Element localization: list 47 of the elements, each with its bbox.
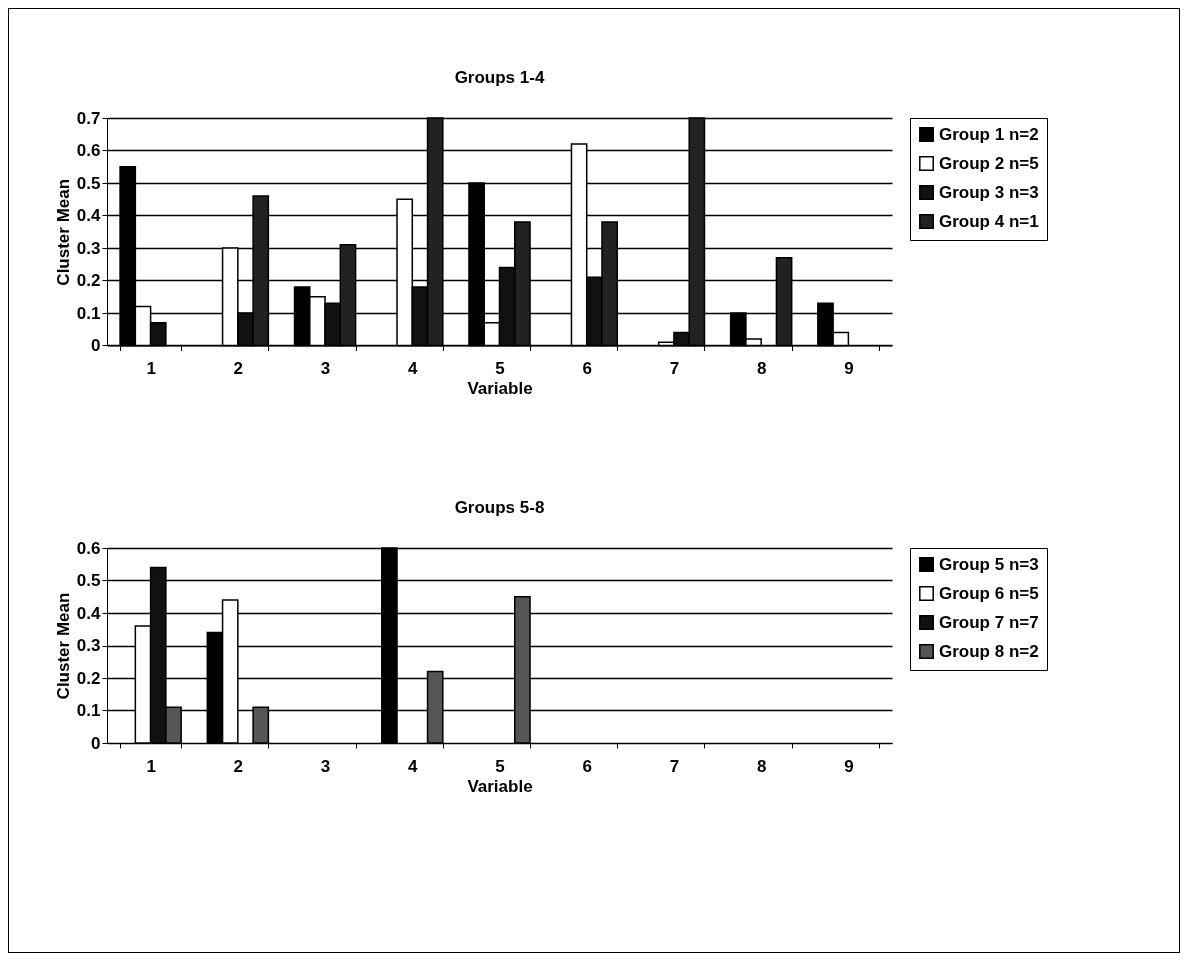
legend-label: Group 3 n=3 — [939, 182, 1039, 202]
y-tick-label: 0.4 — [76, 603, 102, 623]
y-axis-title: Cluster Mean — [53, 178, 73, 286]
y-tick-label: 0.7 — [76, 108, 101, 128]
legend-label: Group 4 n=1 — [939, 211, 1039, 231]
y-tick-label: 0.2 — [76, 271, 101, 290]
y-tick-label: 0.5 — [76, 571, 101, 590]
legend-label: Group 5 n=3 — [939, 554, 1039, 574]
legend-label: Group 2 n=5 — [939, 153, 1039, 173]
x-tick-label: 8 — [756, 756, 767, 776]
x-axis-title: Variable — [467, 776, 533, 796]
y-tick-label: 0 — [91, 336, 101, 355]
y-tick-label: 0.5 — [76, 173, 101, 193]
x-tick-label: 9 — [844, 756, 854, 776]
legend-label: Group 1 n=2 — [939, 124, 1039, 144]
x-tick-label: 1 — [146, 756, 156, 776]
x-tick-label: 5 — [495, 756, 505, 776]
x-tick-label: 4 — [408, 359, 419, 378]
y-axis-title: Cluster Mean — [53, 592, 73, 700]
x-tick-label: 6 — [582, 756, 592, 776]
x-tick-label: 7 — [669, 359, 680, 378]
y-tick-label: 0.6 — [76, 538, 101, 558]
x-tick-label: 2 — [233, 359, 244, 378]
x-tick-label: 4 — [408, 756, 419, 776]
chart-title: Groups 5-8 — [454, 498, 545, 517]
y-tick-label: 0.4 — [76, 206, 102, 225]
x-tick-label: 9 — [844, 359, 854, 378]
legend-label: Group 7 n=7 — [939, 612, 1039, 632]
chart-title: Groups 1-4 — [454, 68, 545, 87]
x-tick-label: 6 — [582, 359, 592, 378]
legend-label: Group 8 n=2 — [939, 641, 1039, 661]
x-tick-label: 1 — [146, 359, 156, 378]
x-tick-label: 8 — [756, 359, 767, 378]
y-tick-label: 0.6 — [76, 141, 101, 160]
y-tick-label: 0.1 — [76, 701, 101, 720]
y-tick-label: 0.3 — [76, 636, 101, 655]
x-tick-label: 7 — [669, 756, 680, 776]
x-tick-label: 5 — [495, 359, 505, 378]
legend-label: Group 6 n=5 — [939, 583, 1039, 603]
y-tick-label: 0.2 — [76, 668, 101, 688]
y-tick-label: 0.1 — [76, 303, 101, 323]
x-tick-label: 2 — [233, 756, 244, 776]
y-tick-label: 0 — [91, 733, 101, 753]
y-tick-label: 0.3 — [76, 238, 101, 258]
x-tick-label: 3 — [320, 756, 331, 776]
x-tick-label: 3 — [320, 359, 331, 378]
x-axis-title: Variable — [467, 379, 533, 398]
